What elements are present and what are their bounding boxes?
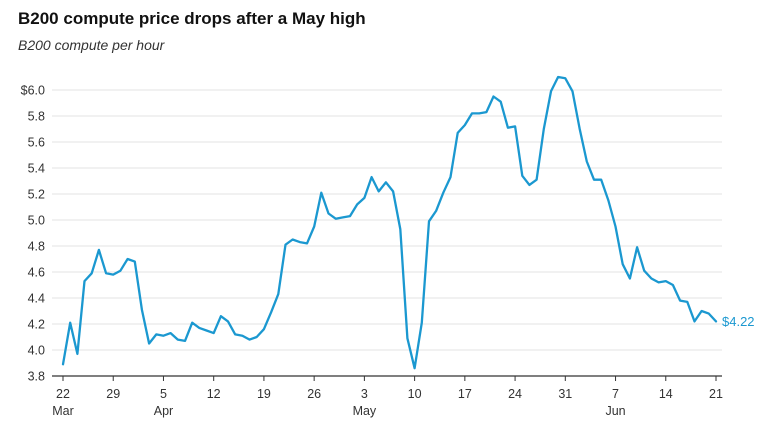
x-month-label: Apr [154, 404, 173, 418]
x-tick-label: 21 [709, 387, 723, 401]
x-month-label: Mar [52, 404, 74, 418]
x-tick-label: 29 [106, 387, 120, 401]
y-tick-label: 3.8 [28, 370, 45, 384]
y-axis-ticks: $6.0 5.8 5.6 5.4 5.2 5.0 4.8 4.6 4.4 4.2 4.0 3.8 [21, 84, 45, 384]
y-tick-label: 5.0 [28, 214, 45, 228]
x-month-label: Jun [605, 404, 625, 418]
x-tick-label: 19 [257, 387, 271, 401]
y-tick-label: 4.2 [28, 318, 45, 332]
gridlines [52, 89, 722, 377]
y-tick-label: 4.6 [28, 266, 45, 280]
y-tick-label: 4.0 [28, 344, 45, 358]
last-value-label: $4.22 [722, 314, 755, 329]
y-tick-label: 5.2 [28, 188, 45, 202]
x-axis-ticks: 22 Mar 29 5 Apr 12 19 26 3 May 10 17 24 31 7 Jun 14 21 [52, 376, 723, 418]
y-tick-label: $6.0 [21, 84, 45, 98]
x-tick-label: 14 [659, 387, 673, 401]
y-tick-label: 4.8 [28, 240, 45, 254]
x-tick-label: 10 [408, 387, 422, 401]
y-tick-label: 5.8 [28, 110, 45, 124]
x-tick-label: 17 [458, 387, 472, 401]
x-month-label: May [353, 404, 377, 418]
price-series-line [61, 75, 718, 370]
x-tick-label: 12 [207, 387, 221, 401]
chart-subtitle: B200 compute per hour [18, 37, 165, 53]
x-tick-label: 3 [361, 387, 368, 401]
x-tick-label: 22 [56, 387, 70, 401]
x-tick-label: 31 [558, 387, 572, 401]
x-tick-label: 24 [508, 387, 522, 401]
y-tick-label: 5.6 [28, 136, 45, 150]
y-tick-label: 5.4 [28, 162, 45, 176]
x-tick-label: 5 [160, 387, 167, 401]
x-tick-label: 7 [612, 387, 619, 401]
x-tick-label: 26 [307, 387, 321, 401]
chart-title: B200 compute price drops after a May hig… [18, 9, 366, 28]
y-tick-label: 4.4 [28, 292, 45, 306]
